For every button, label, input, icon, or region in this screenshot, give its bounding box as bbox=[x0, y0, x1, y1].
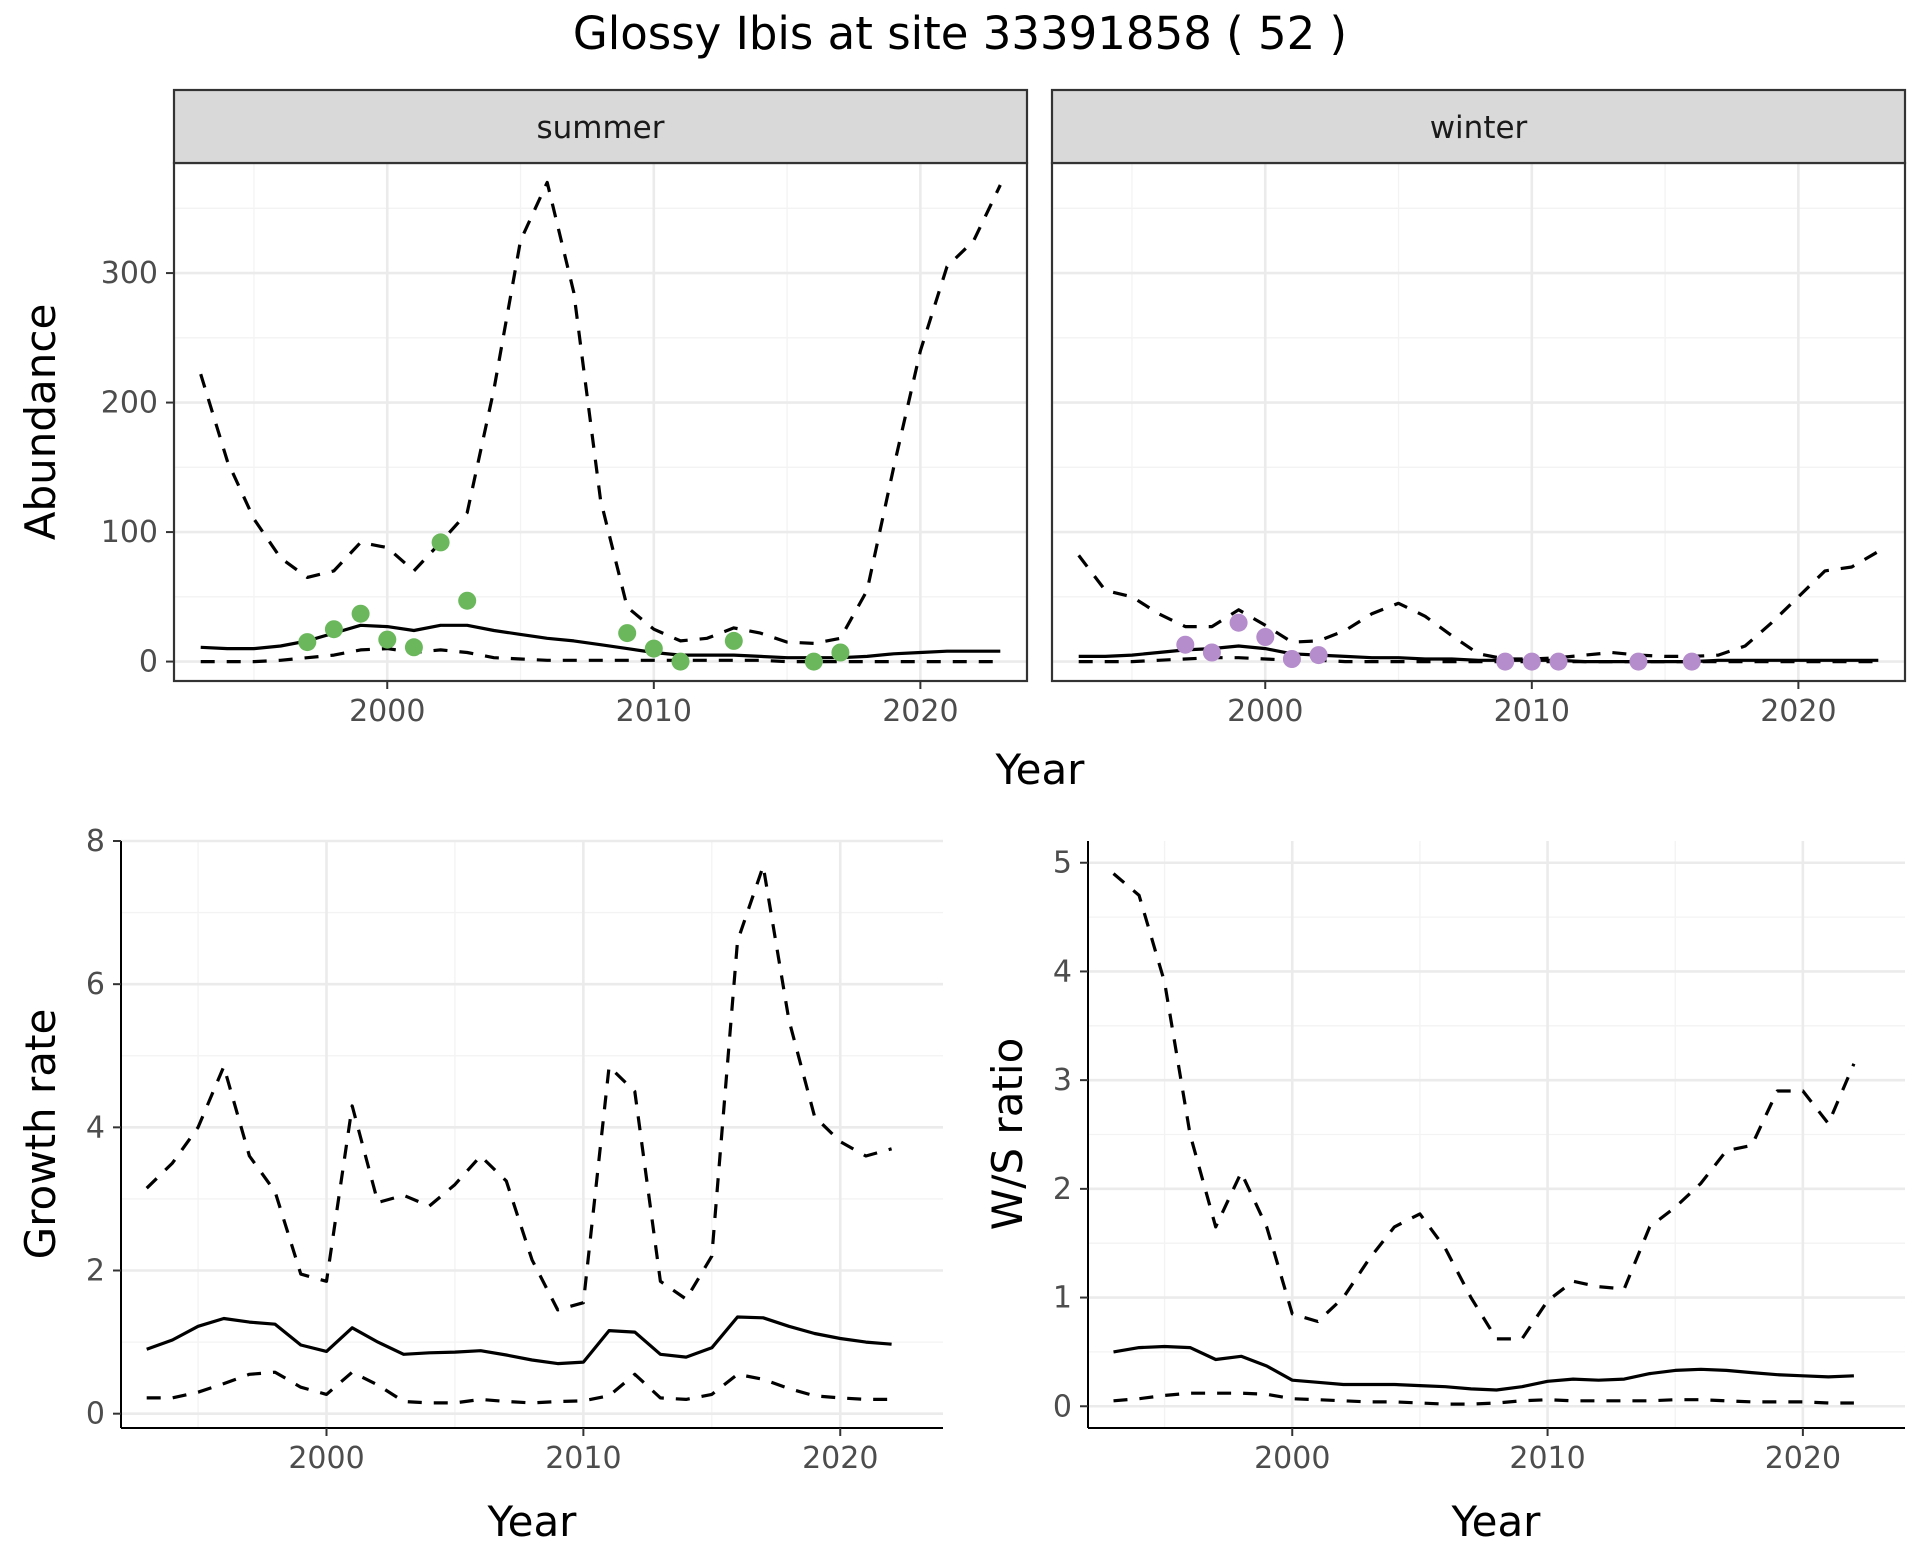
y-tick-label: 3 bbox=[1053, 1063, 1072, 1098]
y-tick-label: 300 bbox=[101, 256, 158, 291]
x-tick-label: 2000 bbox=[1227, 694, 1303, 729]
x-axis-title: Year bbox=[487, 1497, 578, 1546]
y-tick-label: 1 bbox=[1053, 1281, 1072, 1316]
facet-strip-label: summer bbox=[536, 110, 664, 146]
y-axis-title: Abundance bbox=[16, 304, 65, 541]
upper-bound-line bbox=[199, 180, 1002, 646]
observed-point bbox=[378, 630, 397, 649]
chart-title: Glossy Ibis at site 33391858 ( 52 ) bbox=[573, 7, 1347, 60]
abundance-panel-summer: 2000 2010 2020 0 100 200 300 summer bbox=[101, 88, 1029, 729]
x-tick-label: 2010 bbox=[1494, 694, 1570, 729]
observed-point bbox=[1256, 628, 1275, 646]
observed-point bbox=[351, 604, 370, 623]
observed-point bbox=[831, 643, 850, 662]
observed-point bbox=[1309, 646, 1328, 665]
facet-strip bbox=[172, 88, 1029, 165]
x-tick-label: 2000 bbox=[1254, 1441, 1330, 1476]
observed-point bbox=[1522, 652, 1541, 671]
observed-point bbox=[1176, 635, 1195, 654]
facet-strip-label: winter bbox=[1430, 110, 1528, 146]
observed-point bbox=[618, 624, 637, 643]
y-tick-label: 2 bbox=[86, 1254, 105, 1289]
x-axis-title: Year bbox=[1451, 1497, 1542, 1546]
mean-line bbox=[146, 1315, 892, 1366]
y-axis-title: W/S ratio bbox=[983, 1038, 1032, 1231]
observed-point bbox=[298, 633, 317, 652]
mean-line bbox=[1113, 1344, 1854, 1392]
observed-point bbox=[724, 631, 743, 650]
x-tick-label: 2020 bbox=[802, 1441, 878, 1476]
abundance-panel-winter: 2000 2010 2020 winter bbox=[1050, 88, 1907, 729]
y-tick-label: 0 bbox=[1053, 1389, 1072, 1424]
growth-rate-panel: 2000 2010 2020 0 2 4 6 8 bbox=[86, 824, 943, 1476]
observed-point bbox=[324, 620, 343, 639]
lower-bound-line bbox=[200, 646, 1001, 664]
observed-point bbox=[644, 639, 663, 658]
y-tick-label: 200 bbox=[101, 386, 158, 421]
observed-point bbox=[1282, 650, 1301, 668]
panel-border bbox=[172, 161, 1029, 683]
y-tick-label: 8 bbox=[86, 824, 105, 859]
observed-point bbox=[1496, 652, 1515, 671]
observed-point bbox=[458, 591, 477, 610]
x-tick-label: 2000 bbox=[288, 1441, 364, 1476]
observed-point bbox=[431, 533, 450, 552]
ws-ratio-panel: 2000 2010 2020 0 1 2 3 4 5 bbox=[1053, 841, 1905, 1476]
x-tick-label: 2010 bbox=[616, 694, 692, 729]
observed-point bbox=[1629, 652, 1648, 671]
y-tick-label: 0 bbox=[86, 1397, 105, 1432]
observed-point bbox=[1549, 652, 1568, 671]
observed-point bbox=[804, 652, 823, 671]
x-axis-title: Year bbox=[995, 745, 1086, 794]
y-tick-label: 100 bbox=[101, 515, 158, 550]
lower-bound-line bbox=[146, 1370, 892, 1405]
observed-point bbox=[404, 638, 423, 657]
x-tick-label: 2020 bbox=[1765, 1441, 1841, 1476]
upper-bound-line bbox=[1112, 872, 1856, 1341]
upper-bound-line bbox=[1077, 550, 1880, 661]
lower-bound-line bbox=[1113, 1391, 1854, 1406]
x-tick-label: 2000 bbox=[349, 694, 425, 729]
x-tick-label: 2010 bbox=[1509, 1441, 1585, 1476]
x-tick-label: 2020 bbox=[882, 694, 958, 729]
x-tick-label: 2010 bbox=[545, 1441, 621, 1476]
y-tick-label: 2 bbox=[1053, 1172, 1072, 1207]
observed-point bbox=[1229, 613, 1248, 632]
y-axis-title: Growth rate bbox=[16, 1009, 65, 1260]
panel-border bbox=[1050, 161, 1907, 683]
observed-point bbox=[1202, 643, 1221, 662]
y-tick-label: 4 bbox=[1053, 954, 1072, 989]
facet-strip bbox=[1050, 88, 1907, 165]
y-tick-label: 6 bbox=[86, 967, 105, 1002]
upper-bound-line bbox=[145, 864, 893, 1312]
observed-point bbox=[1682, 652, 1701, 671]
y-tick-label: 4 bbox=[86, 1110, 105, 1145]
mean-line bbox=[1078, 644, 1879, 664]
x-tick-label: 2020 bbox=[1760, 694, 1836, 729]
mean-line bbox=[200, 623, 1001, 660]
y-tick-label: 5 bbox=[1053, 846, 1072, 881]
observed-point bbox=[671, 652, 690, 671]
y-tick-label: 0 bbox=[139, 645, 158, 680]
